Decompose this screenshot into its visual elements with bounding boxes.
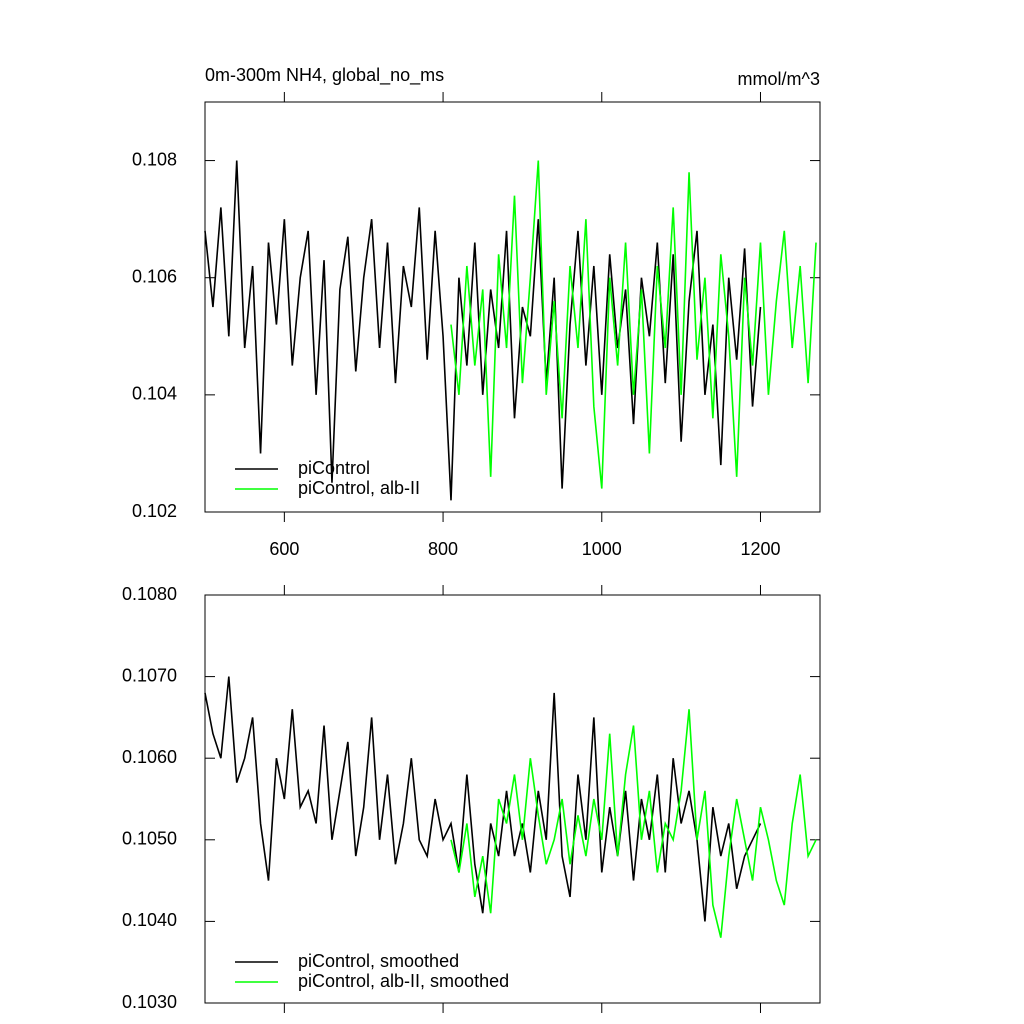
y-tick-label: 0.102 [132,501,177,521]
y-tick-label: 0.1040 [122,910,177,930]
series-line [450,160,817,489]
y-tick-label: 0.1080 [122,584,177,604]
x-tick-label: 800 [428,539,458,559]
plot-frame [204,594,821,1004]
y-tick-label: 0.1070 [122,665,177,685]
x-tick-label: 600 [269,539,299,559]
y-tick-label: 0.106 [132,266,177,286]
series-line [204,676,762,922]
legend-label: piControl, smoothed [298,951,459,971]
series-line [450,709,817,938]
legend-label: piControl [298,458,370,478]
chart-title: 0m-300m NH4, global_no_ms [205,65,444,86]
units-label: mmol/m^3 [738,69,820,89]
series-line [204,160,762,501]
y-tick-label: 0.1030 [122,992,177,1012]
x-tick-label: 1000 [582,539,622,559]
x-tick-label: 1200 [740,539,780,559]
y-tick-label: 0.1060 [122,747,177,767]
plot-frame [204,101,821,513]
legend-label: piControl, alb-II, smoothed [298,971,509,991]
y-tick-label: 0.1050 [122,829,177,849]
legend-label: piControl, alb-II [298,478,420,498]
y-tick-label: 0.104 [132,384,177,404]
y-tick-label: 0.108 [132,149,177,169]
